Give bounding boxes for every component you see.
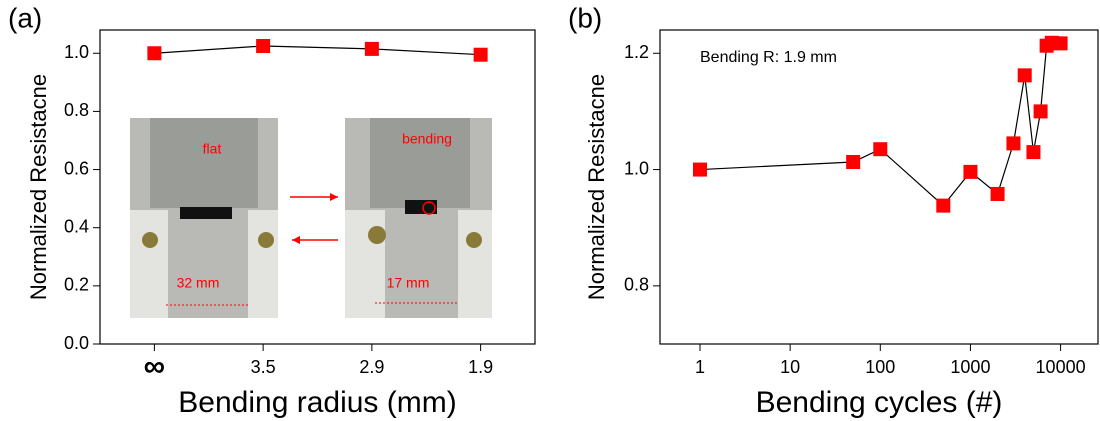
marker xyxy=(256,38,271,53)
marker xyxy=(364,41,379,56)
y-tick-label: 0.8 xyxy=(64,100,89,120)
marker xyxy=(936,198,951,213)
photo-detail xyxy=(466,232,482,248)
y-tick-label: 0.2 xyxy=(64,275,89,295)
x-axis-title: Bending cycles (#) xyxy=(756,386,1003,419)
photo-detail xyxy=(248,210,278,318)
x-tick-label: 1 xyxy=(695,357,705,377)
y-tick-label: 1.0 xyxy=(624,158,649,178)
photo-detail xyxy=(370,118,470,208)
y-tick-label: 0.4 xyxy=(64,216,89,236)
photo-detail xyxy=(150,118,258,208)
marker xyxy=(1026,145,1041,160)
marker xyxy=(1033,104,1048,119)
photo-detail xyxy=(405,200,437,214)
inset-photos: flat bending 32 mm 17 mm xyxy=(130,118,492,318)
highlight-circle xyxy=(422,201,436,215)
plot-frame xyxy=(659,29,1099,345)
annotation: Bending R: 1.9 mm xyxy=(700,49,837,66)
x-tick-label: ∞ xyxy=(144,350,165,383)
y-tick-label: 0.8 xyxy=(624,275,649,295)
marker xyxy=(1017,68,1032,83)
y-tick-label: 0.6 xyxy=(64,158,89,178)
marker xyxy=(990,186,1005,201)
photo-detail xyxy=(258,232,274,248)
panel-label: (b) xyxy=(568,2,602,33)
photo-detail xyxy=(180,207,232,219)
inset-label: 32 mm xyxy=(177,275,220,291)
photo-detail xyxy=(458,210,492,318)
x-tick-label: 1.9 xyxy=(468,357,493,377)
marker xyxy=(1006,136,1021,151)
photo-detail xyxy=(345,210,385,318)
x-axis-title: Bending radius (mm) xyxy=(178,386,456,419)
marker xyxy=(1053,36,1068,51)
arrow-head xyxy=(292,236,300,244)
photo-detail xyxy=(142,232,158,248)
marker xyxy=(692,162,707,177)
x-tick-label: 2.9 xyxy=(359,357,384,377)
marker xyxy=(873,142,888,157)
x-tick-label: 100 xyxy=(865,357,895,377)
inset-label: 17 mm xyxy=(387,275,430,291)
y-tick-label: 0.0 xyxy=(64,333,89,353)
x-tick-label: 3.5 xyxy=(251,357,276,377)
plot-frame xyxy=(99,29,536,345)
series-line xyxy=(154,45,481,56)
x-tick-label: 1000 xyxy=(950,357,990,377)
arrow-head xyxy=(330,193,338,201)
y-axis-title: Normalized Resistacne xyxy=(26,74,51,300)
y-axis-title: Normalized Resistacne xyxy=(584,74,609,300)
marker xyxy=(473,47,488,62)
photo-detail xyxy=(130,210,168,318)
photo-detail xyxy=(368,226,386,244)
series-line xyxy=(699,42,1061,207)
marker xyxy=(147,46,162,61)
inset-label: flat xyxy=(203,141,222,157)
y-tick-label: 1.2 xyxy=(624,42,649,62)
panel-label: (a) xyxy=(8,2,42,33)
x-tick-label: 10 xyxy=(780,357,800,377)
marker xyxy=(846,154,861,169)
marker xyxy=(963,164,978,179)
y-tick-label: 1.0 xyxy=(64,42,89,62)
x-tick-label: 10000 xyxy=(1036,357,1086,377)
inset-label: bending xyxy=(402,131,452,147)
